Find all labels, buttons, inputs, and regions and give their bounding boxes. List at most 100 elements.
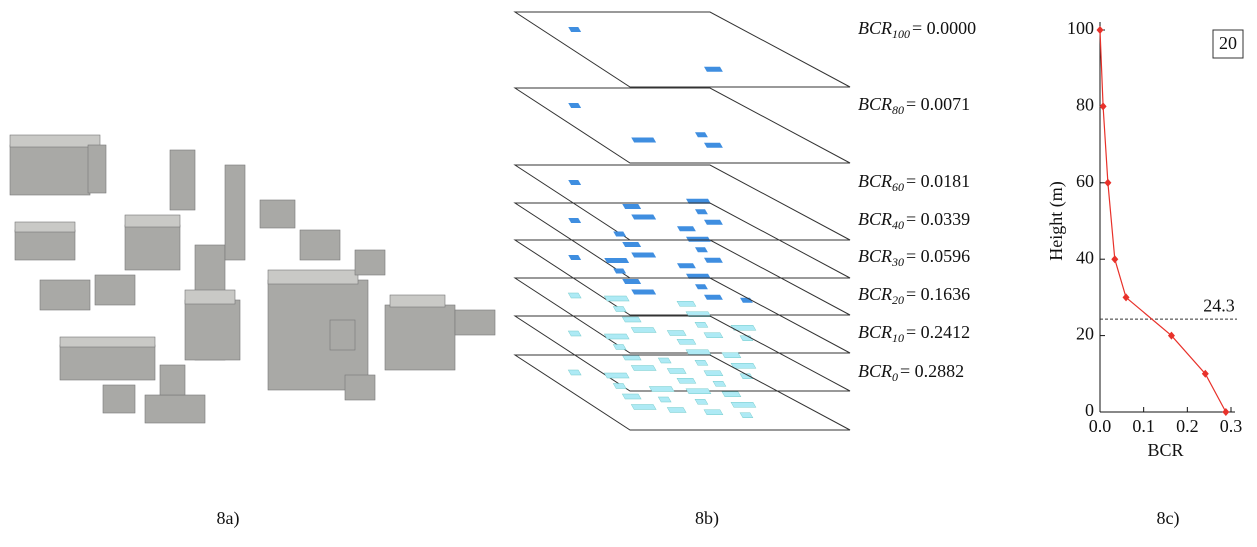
point xyxy=(1097,26,1104,34)
layer-plane xyxy=(515,88,850,163)
footprint xyxy=(622,242,641,247)
footprint xyxy=(631,253,656,258)
footprint xyxy=(568,293,581,298)
figure: BCR100= 0.0000BCR80= 0.0071BCR60= 0.0181… xyxy=(0,0,1257,547)
label-name: BCR xyxy=(858,322,892,342)
series-line xyxy=(1100,30,1226,412)
y-tick-label: 80 xyxy=(1076,95,1094,115)
footprint xyxy=(695,284,708,289)
label-name: BCR xyxy=(858,209,892,229)
footprint xyxy=(613,307,626,312)
footprint xyxy=(613,232,626,237)
layer-label: BCR80= 0.0071 xyxy=(858,94,970,117)
footprint xyxy=(704,67,723,72)
footprint xyxy=(613,269,626,274)
label-value: = 0.0339 xyxy=(906,209,970,229)
y-axis-label: Height (m) xyxy=(1046,181,1067,260)
footprint xyxy=(631,366,656,371)
point xyxy=(1100,102,1107,110)
footprint xyxy=(677,378,696,383)
footprint xyxy=(740,413,753,418)
footprint xyxy=(631,405,656,410)
footprint xyxy=(722,392,741,397)
footprint xyxy=(568,370,581,375)
layer-label: BCR100= 0.0000 xyxy=(858,18,976,41)
x-axis-label: BCR xyxy=(1147,440,1183,460)
footprint xyxy=(731,402,756,407)
label-sub: 80 xyxy=(892,103,904,117)
footprint xyxy=(686,389,711,394)
label-sub: 10 xyxy=(892,331,904,345)
layer-label: BCR60= 0.0181 xyxy=(858,171,970,194)
footprint xyxy=(568,331,581,336)
footprint xyxy=(695,209,708,214)
footprint xyxy=(695,132,708,137)
footprint xyxy=(631,328,656,333)
point xyxy=(1111,255,1118,263)
layer-label: BCR0= 0.2882 xyxy=(858,361,964,384)
layer-plane xyxy=(515,12,850,87)
footprint xyxy=(704,220,723,225)
footprint xyxy=(686,350,711,355)
x-tick-label: 0.1 xyxy=(1132,416,1155,436)
footprint xyxy=(622,204,641,209)
footprint xyxy=(704,410,723,415)
label-sub: 60 xyxy=(892,180,904,194)
footprint xyxy=(604,258,629,263)
footprint xyxy=(695,360,708,365)
layer-label: BCR10= 0.2412 xyxy=(858,322,970,345)
label-name: BCR xyxy=(858,18,892,38)
footprint xyxy=(667,408,686,413)
footprint xyxy=(649,387,674,392)
reference-label: 24.3 xyxy=(1203,295,1235,315)
footprint xyxy=(704,371,723,376)
x-tick-label: 0.2 xyxy=(1176,416,1199,436)
buildings-3d xyxy=(10,135,495,423)
footprint xyxy=(695,247,708,252)
footprint xyxy=(631,215,656,220)
box-label: 20 xyxy=(1219,33,1237,53)
label-name: BCR xyxy=(858,171,892,191)
footprint xyxy=(667,369,686,374)
footprint xyxy=(722,353,741,358)
y-tick-label: 100 xyxy=(1067,18,1094,38)
footprint xyxy=(613,345,626,350)
y-tick-label: 20 xyxy=(1076,324,1094,344)
label-value: = 0.2412 xyxy=(906,322,970,342)
footprint xyxy=(695,399,708,404)
label-sub: 20 xyxy=(892,293,904,307)
label-sub: 0 xyxy=(892,370,898,384)
footprint xyxy=(604,334,629,339)
y-tick-label: 40 xyxy=(1076,247,1094,267)
label-name: BCR xyxy=(858,94,892,114)
footprint xyxy=(686,237,711,242)
footprint xyxy=(658,397,671,402)
footprint xyxy=(622,355,641,360)
layer-plane xyxy=(515,355,850,430)
footprint xyxy=(604,373,629,378)
caption: 8a) xyxy=(217,508,240,529)
footprint xyxy=(667,331,686,336)
label-value: = 0.0071 xyxy=(906,94,970,114)
x-tick-label: 0.3 xyxy=(1220,416,1243,436)
point xyxy=(1222,408,1229,416)
label-value: = 0.0000 xyxy=(912,18,976,38)
label-sub: 40 xyxy=(892,218,904,232)
layer-label: BCR30= 0.0596 xyxy=(858,246,970,269)
label-value: = 0.2882 xyxy=(900,361,964,381)
footprint xyxy=(613,384,626,389)
footprint xyxy=(704,143,723,148)
footprint xyxy=(677,301,696,306)
footprint xyxy=(704,295,723,300)
footprint xyxy=(568,103,581,108)
footprint xyxy=(568,218,581,223)
footprint xyxy=(568,180,581,185)
layer-label: BCR20= 0.1636 xyxy=(858,284,970,307)
layer-label: BCR40= 0.0339 xyxy=(858,209,970,232)
label-value: = 0.1636 xyxy=(906,284,970,304)
footprint xyxy=(622,394,641,399)
footprint xyxy=(631,138,656,143)
caption: 8c) xyxy=(1157,508,1180,529)
